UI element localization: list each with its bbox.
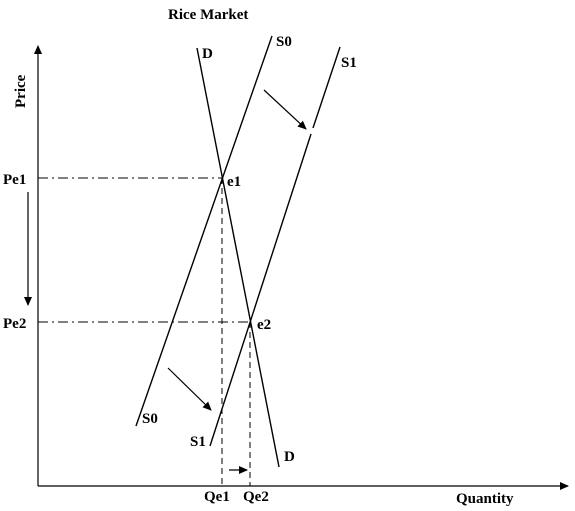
y-axis-label: Price bbox=[13, 74, 29, 108]
supply-curve-s0 bbox=[135, 35, 273, 427]
supply-curve-s1-upper bbox=[312, 46, 341, 129]
demand-label-bottom: D bbox=[284, 449, 295, 465]
supply1-label-bottom: S1 bbox=[190, 434, 206, 450]
x-axis-label: Quantity bbox=[456, 491, 514, 507]
supply-shift-arrow-lower bbox=[167, 367, 212, 411]
supply0-label-top: S0 bbox=[276, 34, 292, 50]
price-e1-label: Pe1 bbox=[3, 172, 26, 188]
quantity-e1-label: Qe1 bbox=[204, 489, 230, 505]
equilibrium-e2-label: e2 bbox=[257, 317, 271, 333]
supply0-label-bottom: S0 bbox=[142, 411, 158, 427]
chart-title: Rice Market bbox=[168, 7, 248, 23]
demand-label-top: D bbox=[202, 46, 213, 62]
equilibrium-e1-label: e1 bbox=[227, 174, 241, 190]
supply-shift-arrow-upper bbox=[263, 89, 307, 130]
supply1-label-top: S1 bbox=[341, 55, 357, 71]
demand-curve bbox=[196, 47, 280, 468]
price-e2-label: Pe2 bbox=[3, 316, 26, 332]
quantity-e2-label: Qe2 bbox=[243, 489, 269, 505]
supply-curve-s1 bbox=[209, 133, 312, 447]
